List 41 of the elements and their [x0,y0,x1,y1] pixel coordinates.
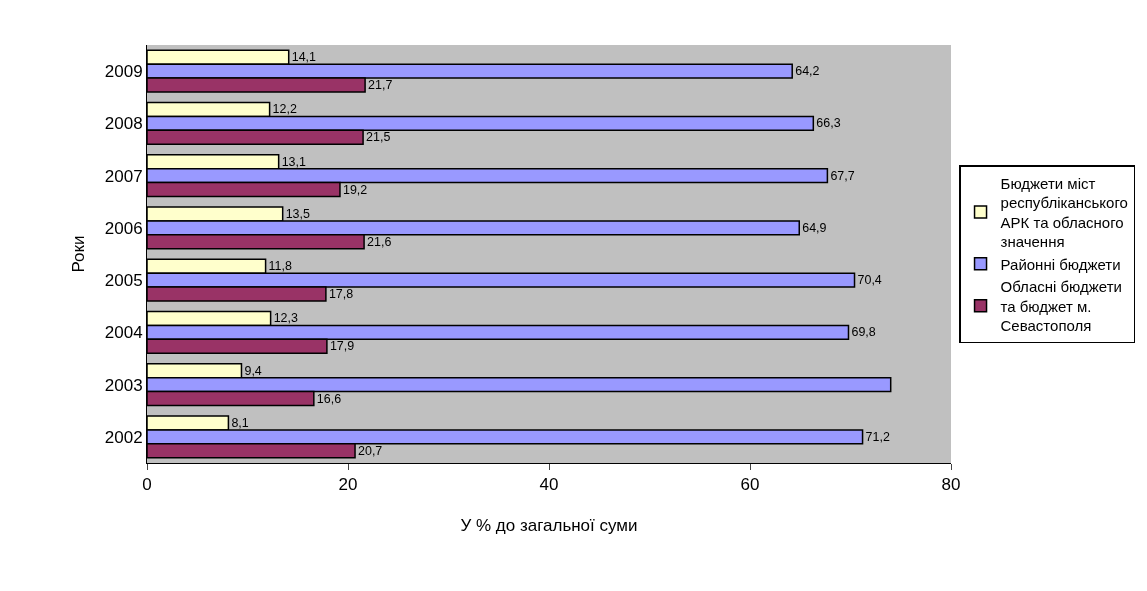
y-tick-label: 2008 [104,114,143,134]
y-tick-label: 2005 [104,271,143,291]
data-label: 17,9 [329,339,355,354]
y-tick-label: 2009 [104,62,143,82]
data-label: 12,2 [272,102,297,117]
data-label: 8,1 [231,415,249,430]
x-axis-title: У % до загальної суми [460,515,638,535]
x-tick-label: 60 [740,475,760,495]
data-label: 17,8 [328,287,354,302]
data-label: 71,2 [865,429,890,444]
y-tick-label: 2006 [104,218,143,238]
data-label: 21,6 [367,234,392,249]
data-label: 12,3 [273,311,298,326]
data-label: 64,9 [802,220,827,235]
legend-label: Бюджети міст республіканського АРК та обласного значення [1000,174,1128,251]
data-label: 19,2 [342,182,368,197]
data-label: 64,2 [795,64,820,79]
data-label: 67,7 [830,168,855,183]
data-label: 11,8 [268,259,292,274]
data-label: 16,6 [316,391,342,406]
y-tick-label: 2004 [104,323,143,343]
y-tick-label: 2007 [104,166,143,186]
data-label: 13,1 [281,154,306,169]
y-tick-label: 2002 [104,427,143,447]
data-label: 21,5 [366,130,391,145]
data-label: 69,8 [851,325,876,340]
data-label: 70,4 [857,273,882,288]
y-axis-title: Роки [69,235,89,273]
data-label: 66,3 [816,116,841,131]
y-tick-label: 2003 [104,375,143,395]
data-label: 14,1 [291,50,317,65]
data-label: 21,7 [368,78,393,93]
data-label: 13,5 [285,206,310,221]
data-label: 20,7 [358,443,383,458]
legend-label: Районні бюджети [1000,255,1121,273]
x-tick-label: 40 [539,475,559,495]
x-tick-label: 0 [142,475,152,495]
legend-label: Обласні бюджети та бюджет м. Севастополя [1000,278,1122,335]
data-label: 9,4 [244,363,262,378]
x-tick-label: 80 [941,475,961,495]
x-tick-label: 20 [338,475,358,495]
